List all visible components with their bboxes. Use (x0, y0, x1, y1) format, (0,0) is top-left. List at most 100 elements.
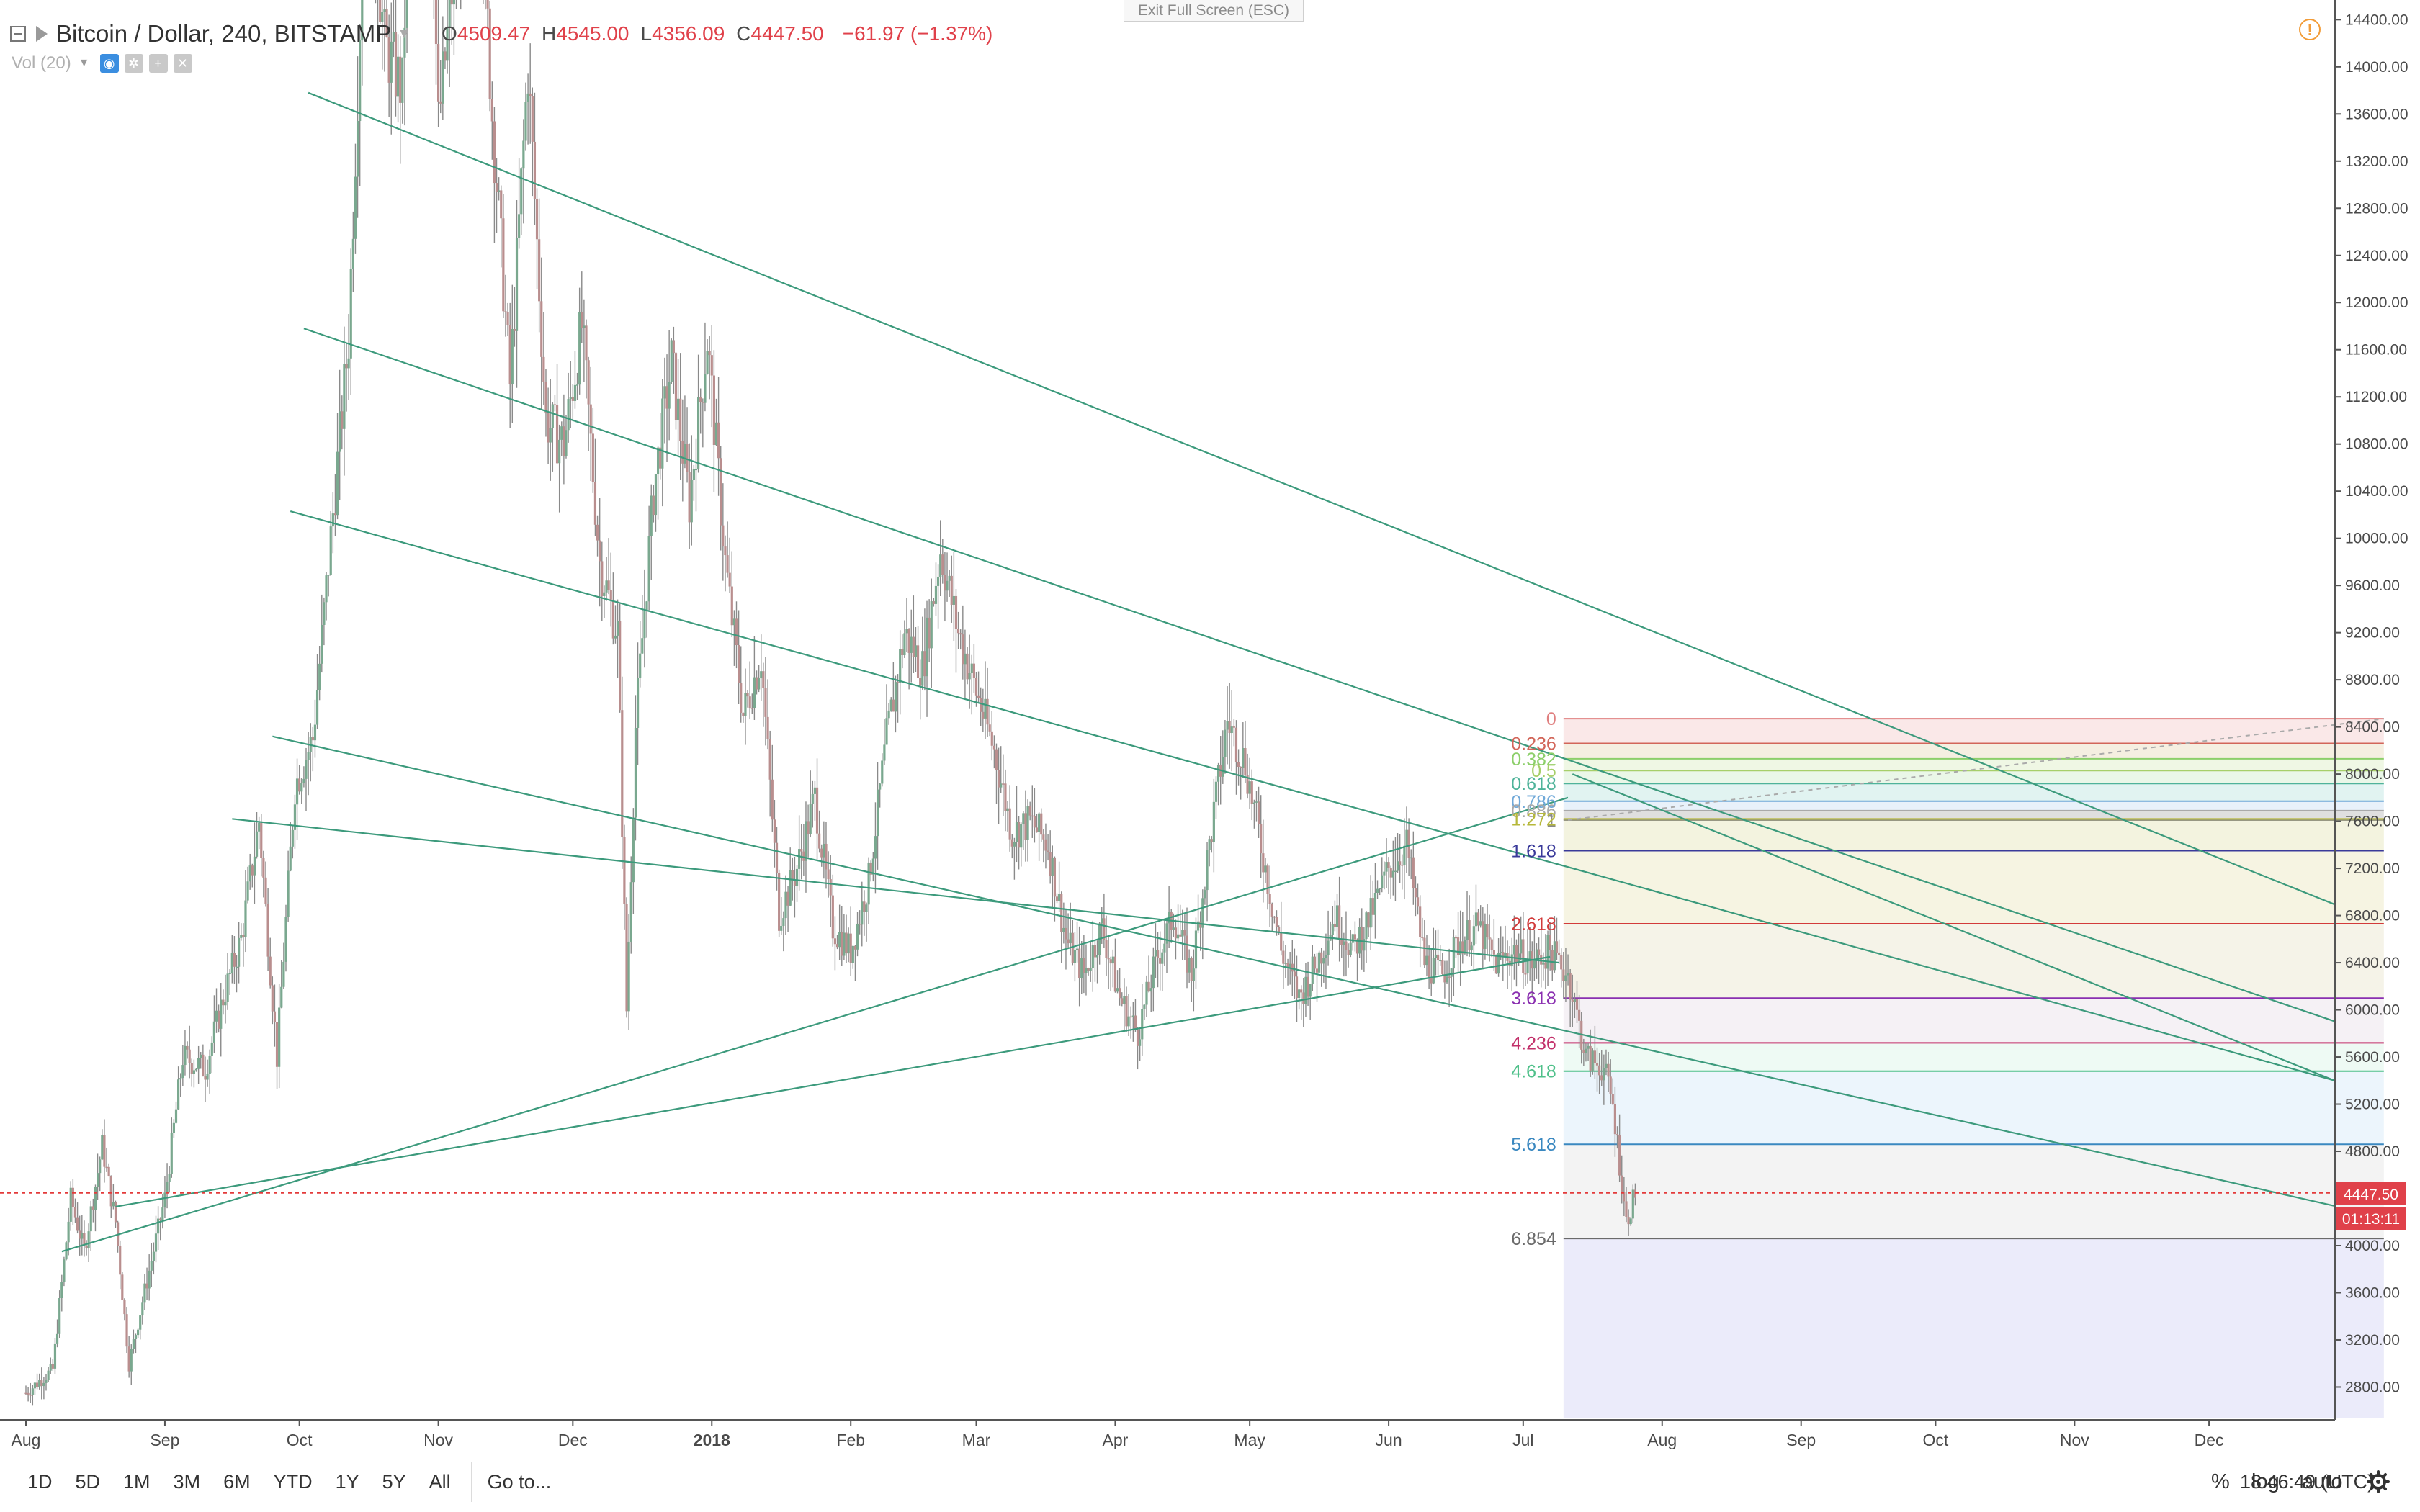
candle-body (121, 1274, 124, 1300)
fib-zone (1563, 810, 2384, 820)
range-button-1y[interactable]: 1Y (335, 1471, 359, 1493)
fib-level-label: 6.854 (1511, 1229, 1556, 1249)
collapse-legend-icon[interactable] (10, 26, 26, 42)
chevron-down-icon[interactable]: ▼ (78, 57, 90, 69)
candle-body (1555, 941, 1559, 953)
visibility-eye-icon[interactable]: ◉ (99, 54, 119, 73)
candle-body (1008, 808, 1011, 840)
candle-body (506, 312, 509, 325)
price-axis[interactable]: 2800.003200.003600.004000.004400.004800.… (2335, 12, 2408, 1395)
trendlines[interactable] (61, 91, 2336, 1253)
price-tick-label: 6000.00 (2345, 1002, 2400, 1019)
range-button-6m[interactable]: 6M (223, 1471, 251, 1493)
candle-body (137, 1329, 140, 1336)
candle-body (1073, 950, 1077, 963)
candle-body (174, 1109, 178, 1123)
fib-level-label: 3.618 (1511, 989, 1556, 1009)
trendline[interactable] (308, 91, 2336, 906)
fib-zone (1563, 1071, 2384, 1145)
candle-body (163, 1192, 166, 1208)
candle-body (220, 999, 223, 1029)
fib-zone (1563, 1043, 2384, 1071)
add-icon[interactable]: + (148, 54, 168, 73)
warning-icon[interactable]: ! (2299, 19, 2321, 40)
candle-body (567, 399, 570, 431)
candle-body (40, 1380, 43, 1387)
fib-zone (1563, 1144, 2384, 1239)
candle-body (894, 682, 897, 712)
range-button-5y[interactable]: 5Y (382, 1471, 406, 1493)
candle-body (780, 926, 783, 931)
candle-body (1560, 955, 1563, 970)
candle-body (1295, 976, 1299, 999)
trendline[interactable] (303, 328, 2336, 1022)
auto-scale-toggle[interactable]: auto (2302, 1470, 2343, 1493)
candle-body (672, 340, 675, 354)
candle-body (1147, 981, 1150, 992)
candle-body (811, 793, 814, 804)
settings-icon[interactable]: ✲ (124, 54, 143, 73)
last-price-label: 4447.50 (2344, 1187, 2398, 1203)
exit-fullscreen-button[interactable]: Exit Full Screen (ESC) (1124, 0, 1304, 22)
time-tick-label: Jun (1376, 1431, 1402, 1449)
range-button-3m[interactable]: 3M (173, 1471, 201, 1493)
candle-body (542, 356, 545, 382)
candle-body (583, 325, 586, 328)
candle-body (827, 869, 830, 880)
candle-body (533, 141, 537, 199)
time-axis[interactable]: Aug Sep Oct Nov Dec 2018 Feb Mar Apr May Jun Jul Aug… (12, 1420, 2224, 1449)
candle-body (1484, 924, 1487, 949)
candle-body (995, 749, 998, 770)
chevron-down-icon[interactable]: ▼ (397, 25, 412, 42)
candle-body (177, 1079, 180, 1110)
range-button-1m[interactable]: 1M (123, 1471, 151, 1493)
symbol-title[interactable]: Bitcoin / Dollar, 240, BITSTAMP (56, 20, 392, 47)
trendline[interactable] (290, 510, 2336, 1081)
candle-body (1035, 827, 1039, 832)
candle-body (278, 1007, 281, 1067)
trendline[interactable] (232, 818, 1559, 964)
candle-body (208, 1056, 211, 1074)
candle-body (385, 9, 388, 37)
clock-time[interactable]: 18:46:49 (UTC) (2240, 1471, 2375, 1493)
candle-body (235, 966, 238, 968)
go-to-date-button[interactable]: Go to... (470, 1462, 568, 1502)
candle-body (134, 1335, 138, 1339)
trendline[interactable] (61, 796, 1569, 1253)
percent-scale-toggle[interactable]: % (2211, 1470, 2230, 1493)
candle-body (755, 677, 758, 690)
candle-body (1333, 923, 1337, 927)
candle-body (387, 36, 390, 83)
candle-body (287, 870, 290, 917)
candle-body (1111, 956, 1114, 964)
candle-body (1010, 839, 1013, 847)
candle-body (1472, 926, 1475, 946)
price-tick-label: 5200.00 (2345, 1097, 2400, 1113)
candle-body (67, 1221, 70, 1243)
candle-body (1230, 726, 1233, 734)
trendline[interactable] (272, 735, 2336, 1207)
candle-body (1280, 932, 1283, 951)
candle-body (38, 1380, 41, 1387)
candle-body (1208, 839, 1211, 850)
candle-body (448, 0, 451, 27)
candle-body (1439, 960, 1442, 962)
candle-body (1040, 813, 1043, 835)
remove-icon[interactable]: ✕ (173, 54, 192, 73)
gear-icon[interactable] (2367, 1470, 2390, 1493)
range-button-all[interactable]: All (429, 1471, 451, 1493)
candle-body (538, 239, 541, 302)
volume-indicator-label[interactable]: Vol (20) (12, 53, 71, 73)
flag-icon[interactable] (36, 26, 48, 42)
candle-body (596, 524, 599, 541)
log-scale-toggle[interactable]: log (2251, 1470, 2280, 1493)
range-button-5d[interactable]: 5D (75, 1471, 101, 1493)
range-button-1d[interactable]: 1D (27, 1471, 53, 1493)
trendline[interactable] (115, 955, 1551, 1208)
trendline[interactable] (1572, 773, 2336, 1082)
range-button-ytd[interactable]: YTD (273, 1471, 313, 1493)
candle-body (157, 1218, 160, 1234)
candle-body (1399, 861, 1402, 865)
fibonacci-retracement[interactable] (1563, 718, 2384, 1418)
